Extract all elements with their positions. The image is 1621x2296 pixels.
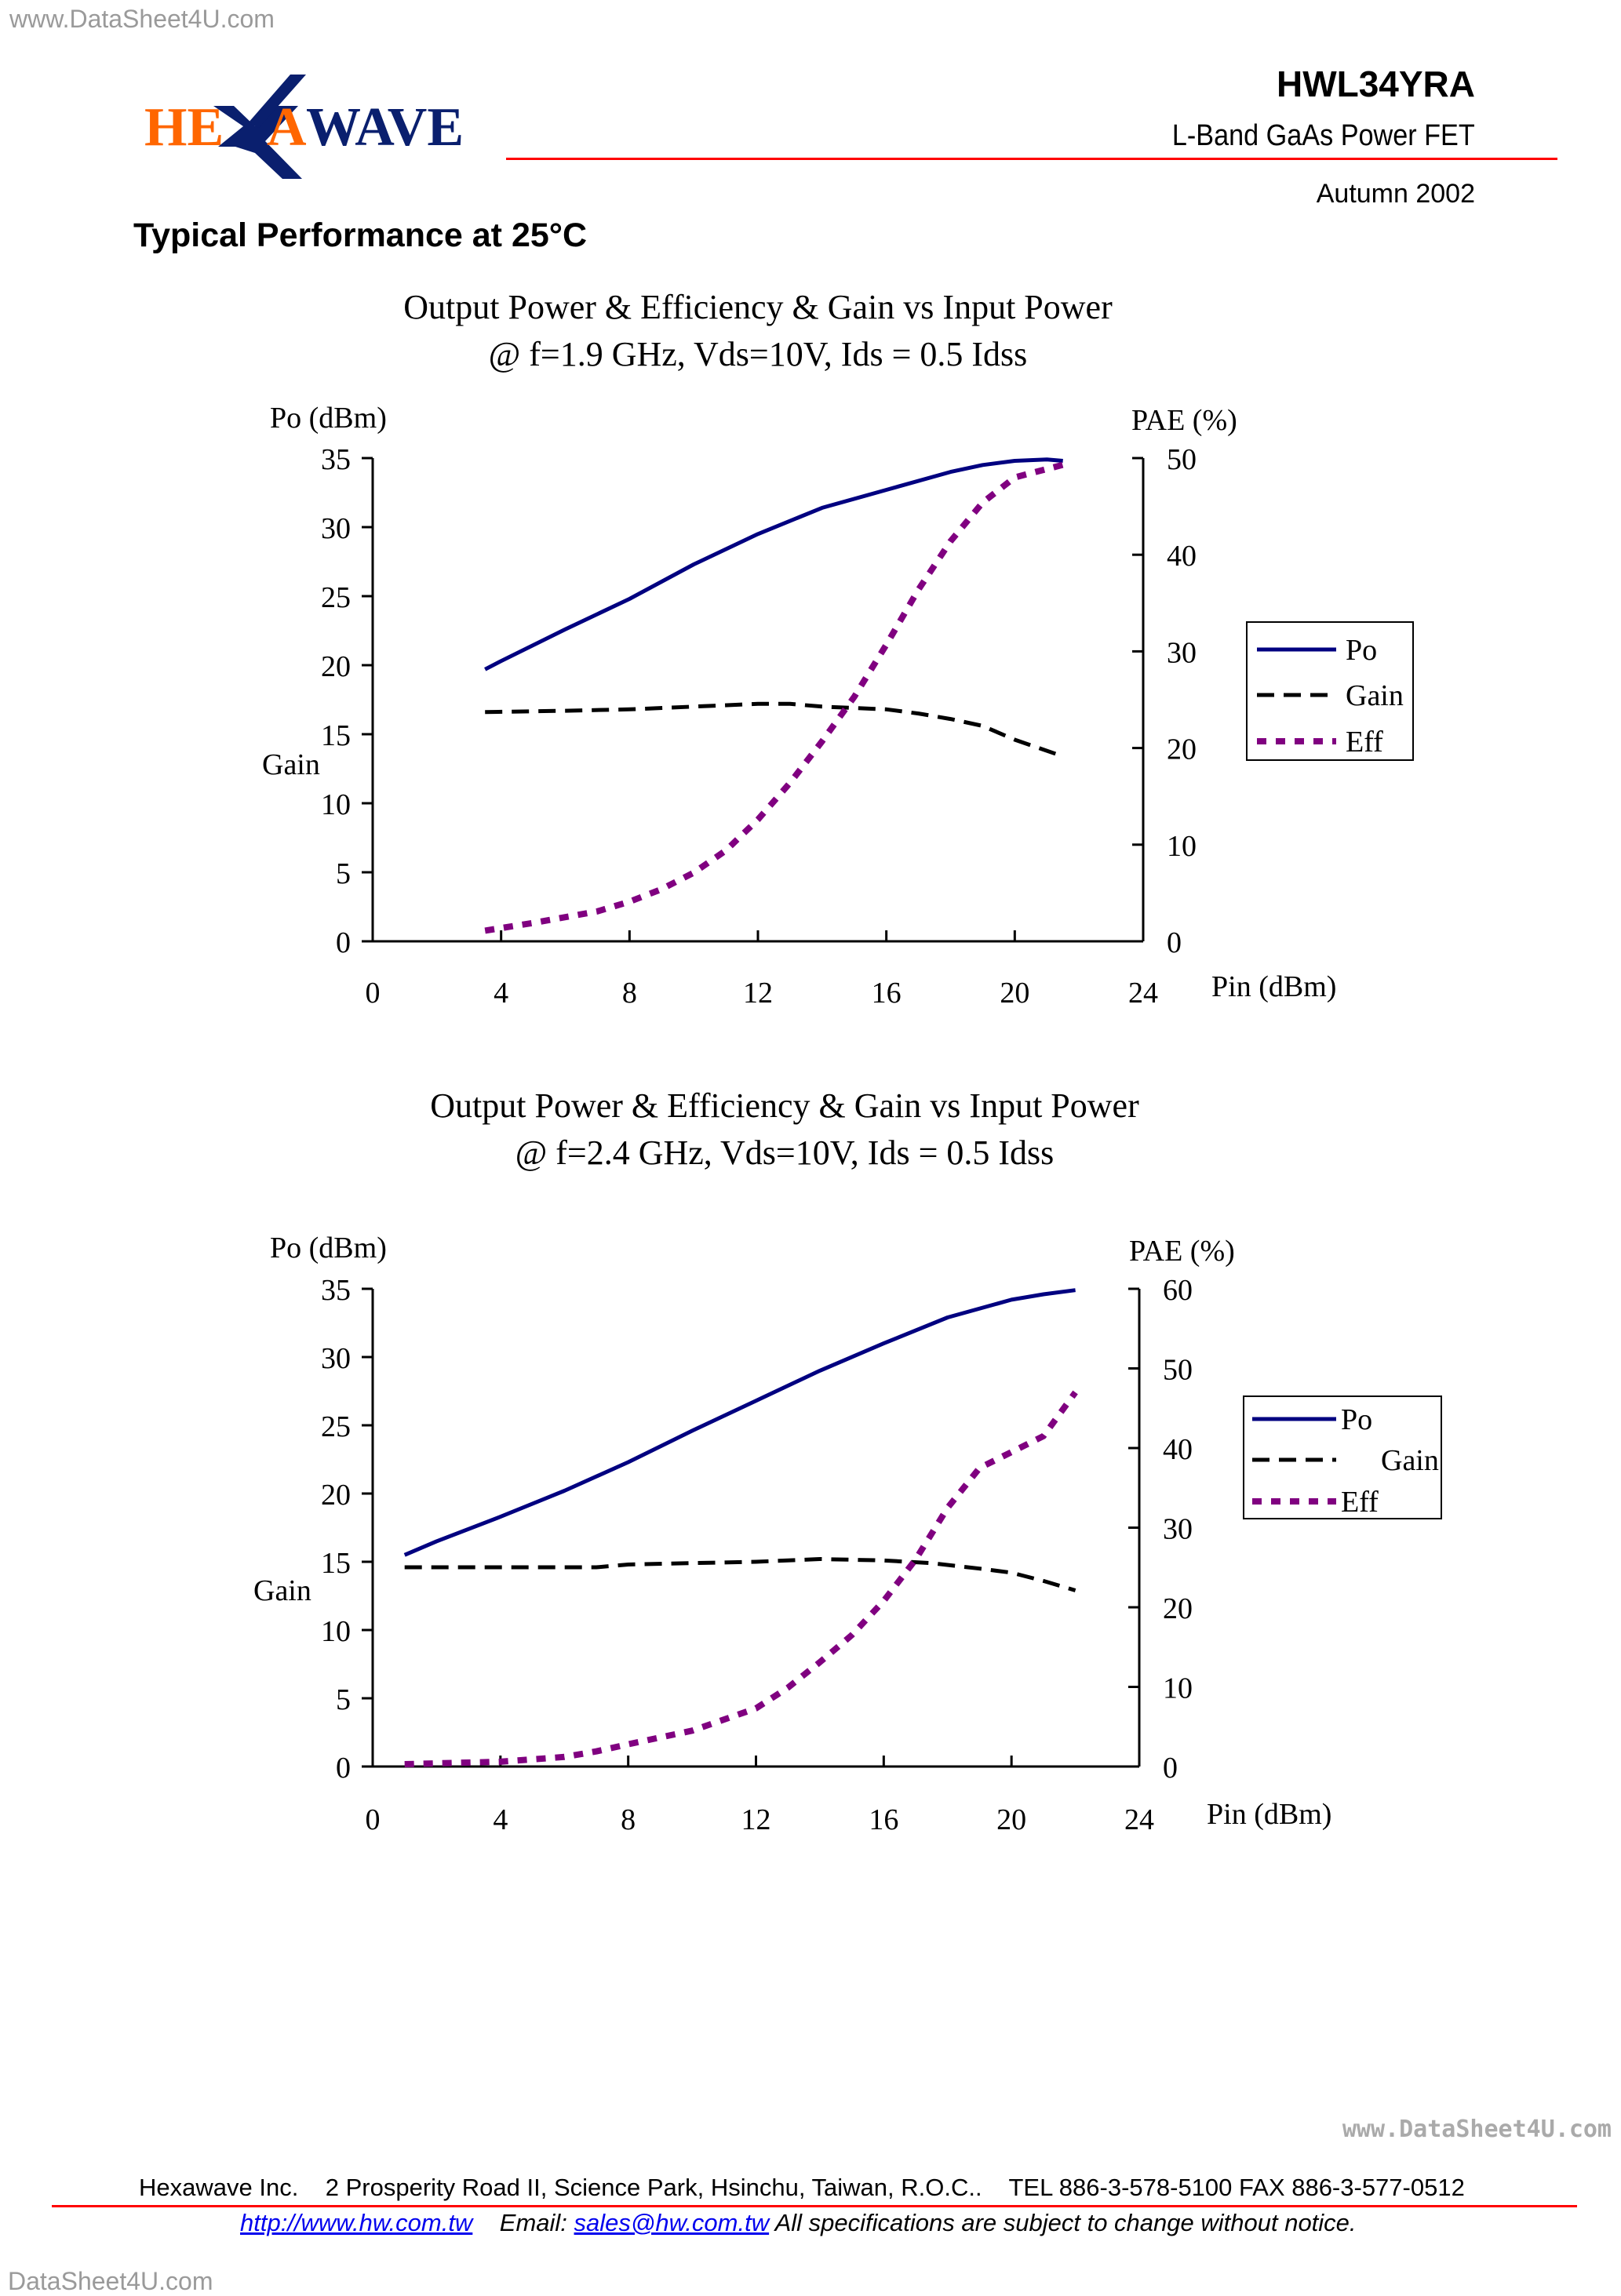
left-tick-label: 35: [321, 1274, 351, 1307]
pae-axis-label: PAE (%): [1131, 404, 1237, 437]
footer-links-line: http://www.hw.com.tw Email: sales@hw.com…: [240, 2209, 1357, 2237]
x-tick-label: 24: [1124, 1803, 1154, 1836]
svg-text:A: A: [267, 97, 307, 158]
x-tick-label: 16: [869, 1803, 898, 1836]
legend-label-gain: Gain: [1346, 679, 1404, 712]
x-tick-label: 20: [1000, 977, 1029, 1010]
chart1-title: Output Power & Efficiency & Gain vs Inpu…: [403, 288, 1113, 326]
left-tick-label: 10: [321, 1615, 351, 1648]
part-number: HWL34YRA: [1276, 64, 1475, 104]
svg-text:HE: HE: [144, 97, 224, 158]
chart2: 0 5 10 15 20 25 30 35 0 10 20 30 40 50 60 0 4 8 12 16 20 24 Po…: [253, 1232, 1442, 1836]
watermark-right: www.DataSheet4U.com: [1342, 2116, 1612, 2143]
chart2-title: Output Power & Efficiency & Gain vs Inpu…: [430, 1086, 1139, 1125]
right-tick-label: 30: [1167, 636, 1197, 669]
chart1-subtitle: @ f=1.9 GHz, Vds=10V, Ids = 0.5 Idss: [488, 335, 1028, 373]
left-tick-label: 30: [321, 512, 351, 545]
po-axis-label: Po (dBm): [270, 402, 387, 435]
legend-label-po: Po: [1341, 1403, 1372, 1436]
right-tick-label: 20: [1167, 733, 1197, 766]
x-tick-label: 0: [366, 977, 381, 1010]
pae-axis-label: PAE (%): [1129, 1235, 1235, 1268]
left-tick-label: 20: [321, 1479, 351, 1512]
left-tick-label: 25: [321, 581, 351, 614]
footer-company: Hexawave Inc.: [139, 2174, 299, 2201]
watermark-top-left: www.DataSheet4U.com: [9, 5, 275, 33]
x-tick-label: 16: [872, 977, 902, 1010]
svg-text:WAVE: WAVE: [306, 97, 464, 158]
hexawave-logo: HE A WAVE: [144, 75, 464, 179]
right-tick-label: 10: [1167, 830, 1197, 863]
chart2-subtitle: @ f=2.4 GHz, Vds=10V, Ids = 0.5 Idss: [515, 1133, 1055, 1172]
right-tick-label: 40: [1167, 540, 1197, 573]
header-rule: [506, 158, 1557, 160]
legend-label-po: Po: [1346, 634, 1377, 667]
series-gain-line: [404, 1557, 1076, 1592]
x-tick-label: 24: [1128, 977, 1158, 1010]
right-tick-label: 50: [1163, 1354, 1193, 1387]
chart1: 0 5 10 15 20 25 30 35 0 10 20 30 40 50 0 4 8 12 16 20 24 Po (…: [262, 402, 1414, 1010]
gain-axis-label: Gain: [262, 748, 320, 781]
right-tick-label: 60: [1163, 1274, 1193, 1307]
x-tick-label: 12: [741, 1803, 771, 1836]
right-tick-label: 0: [1163, 1752, 1178, 1785]
email-label: Email:: [499, 2209, 567, 2236]
right-tick-label: 40: [1163, 1433, 1193, 1466]
x-tick-label: 0: [366, 1803, 381, 1836]
legend-label-eff: Eff: [1341, 1486, 1379, 1519]
footer-address-line: Hexawave Inc. 2 Prosperity Road II, Scie…: [139, 2174, 1465, 2202]
series-po-line: [403, 1288, 1076, 1557]
watermark-bottom-left: DataSheet4U.com: [8, 2267, 213, 2295]
left-tick-label: 0: [336, 926, 351, 959]
legend-label-eff: Eff: [1346, 726, 1383, 759]
left-tick-label: 25: [321, 1410, 351, 1443]
left-tick-label: 30: [321, 1342, 351, 1375]
footer-contact: TEL 886-3-578-5100 FAX 886-3-577-0512: [1008, 2174, 1465, 2201]
left-tick-label: 0: [336, 1752, 351, 1785]
right-tick-label: 20: [1163, 1592, 1193, 1625]
website-link[interactable]: http://www.hw.com.tw: [240, 2209, 473, 2236]
x-tick-label: 12: [743, 977, 773, 1010]
x-tick-label: 20: [996, 1803, 1026, 1836]
series-eff-line: [484, 461, 1064, 934]
series-eff-line: [404, 1390, 1078, 1767]
right-tick-label: 30: [1163, 1513, 1193, 1546]
footer-rule: [52, 2205, 1577, 2207]
x-tick-label: 4: [494, 977, 508, 1010]
po-axis-label: Po (dBm): [270, 1232, 387, 1264]
x-tick-label: 8: [622, 977, 637, 1010]
x-axis-label: Pin (dBm): [1211, 970, 1336, 1003]
legend-box: [1246, 621, 1414, 761]
date: Autumn 2002: [1316, 179, 1475, 209]
legend-label-gain: Gain: [1381, 1444, 1439, 1477]
right-tick-label: 0: [1167, 926, 1182, 959]
footer-address: 2 Prosperity Road II, Science Park, Hsin…: [325, 2174, 982, 2201]
series-po-line: [484, 457, 1063, 671]
right-tick-label: 50: [1167, 443, 1197, 476]
left-tick-label: 5: [336, 1683, 351, 1716]
x-tick-label: 4: [493, 1803, 508, 1836]
left-tick-label: 20: [321, 650, 351, 683]
disclaimer: All specifications are subject to change…: [774, 2209, 1357, 2236]
section-title: Typical Performance at 25°C: [133, 217, 588, 254]
left-tick-label: 15: [321, 719, 351, 752]
right-tick-label: 10: [1163, 1672, 1193, 1705]
gain-axis-label: Gain: [253, 1574, 311, 1607]
left-tick-label: 15: [321, 1547, 351, 1580]
email-link[interactable]: sales@hw.com.tw: [574, 2209, 770, 2236]
x-tick-label: 8: [621, 1803, 636, 1836]
series-gain-line: [485, 701, 1064, 759]
left-tick-label: 5: [336, 857, 351, 890]
product-subtitle: L-Band GaAs Power FET: [1172, 119, 1475, 152]
x-axis-label: Pin (dBm): [1207, 1798, 1331, 1831]
left-tick-label: 35: [321, 443, 351, 476]
left-tick-label: 10: [321, 788, 351, 821]
